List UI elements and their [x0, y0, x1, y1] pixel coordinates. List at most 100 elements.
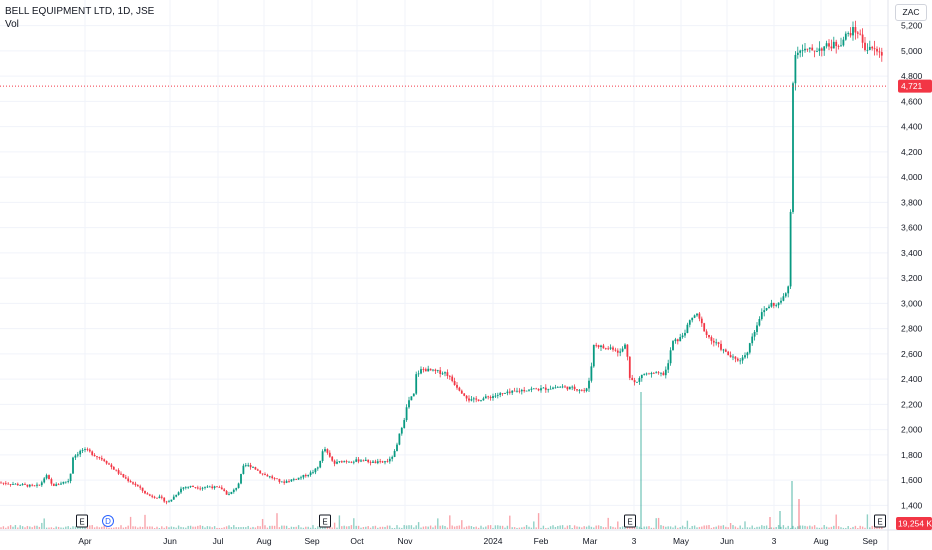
candle-body: [355, 459, 358, 462]
candle-body: [172, 496, 175, 500]
volume-bar: [307, 526, 309, 529]
candle-body: [384, 461, 386, 463]
candle-body: [662, 372, 665, 376]
candle-body: [477, 399, 480, 401]
volume-bar: [300, 527, 302, 529]
candle-body: [276, 478, 278, 480]
candle-body: [787, 286, 790, 294]
candle-body: [45, 475, 48, 479]
candle-body: [134, 483, 137, 486]
volume-bar: [725, 526, 727, 529]
candle-body: [405, 407, 408, 421]
volume-bar: [643, 526, 645, 529]
volume-bar: [127, 525, 129, 529]
volume-bar: [477, 527, 480, 529]
volume-bar: [571, 527, 573, 529]
currency-button[interactable]: ZAC: [895, 4, 927, 21]
symbol-title[interactable]: BELL EQUIPMENT LTD, 1D, JSE: [5, 6, 155, 17]
candle-body: [319, 460, 322, 468]
candle-body: [537, 388, 540, 391]
volume-bar: [823, 525, 825, 529]
volume-bar: [729, 522, 732, 529]
volume-bar: [768, 527, 770, 529]
candle-body: [160, 496, 163, 498]
volume-bar: [569, 525, 571, 529]
candle-body: [26, 484, 29, 487]
time-axis[interactable]: Apr Jun Jul Aug Sep Oct Nov 2024 Feb Mar 3 May Jun 3 A…: [78, 536, 877, 546]
volume-bar: [473, 527, 475, 529]
volume-bar: [211, 527, 213, 529]
volume-bar: [480, 525, 482, 529]
candle-body: [792, 83, 794, 212]
volume-bar: [727, 527, 729, 529]
candle-body: [124, 477, 127, 479]
volume-bar: [461, 520, 463, 529]
candle-body: [14, 483, 17, 485]
volume-bar: [182, 527, 185, 529]
volume-bar: [669, 526, 672, 529]
candle-body: [357, 459, 360, 462]
volume-bar: [293, 526, 295, 529]
candle-body: [729, 355, 732, 358]
candle-body: [182, 487, 185, 489]
time-tick-label: Jun: [720, 536, 734, 546]
volume-bar: [305, 526, 307, 529]
candle-body: [151, 495, 154, 497]
candle-body: [271, 476, 274, 479]
candle-body: [43, 478, 46, 483]
candle-body: [168, 501, 170, 503]
candle-body: [722, 349, 725, 351]
volume-bar: [278, 527, 281, 529]
candle-body: [386, 461, 389, 462]
candle-body: [859, 33, 862, 35]
volume-bar: [621, 526, 624, 529]
candle-body: [420, 369, 422, 374]
volume-bar: [209, 526, 211, 529]
price-tick-label: 3,200: [901, 273, 923, 283]
volume-bar: [773, 527, 775, 529]
candle-body: [156, 497, 158, 499]
candle-body: [333, 460, 336, 464]
volume-bar: [276, 513, 278, 529]
volume-bar: [554, 526, 557, 529]
price-axis[interactable]: 1,400 1,600 1,800 2,000 2,200 2,400 2,600 2,800…: [901, 21, 923, 511]
price-tick-label: 2,600: [901, 349, 923, 359]
volume-bar: [420, 527, 422, 529]
volume-bar: [343, 525, 345, 529]
volume-bar: [192, 526, 194, 529]
volume-bar: [650, 527, 653, 529]
candle-body: [492, 396, 494, 398]
volume-bar: [703, 525, 705, 529]
volume-bar: [516, 527, 518, 529]
candle-body: [16, 483, 19, 486]
candle-body: [852, 27, 854, 36]
candle-body: [369, 462, 372, 463]
volume-bar: [312, 525, 314, 529]
volume-bar: [811, 526, 813, 529]
volume-bar: [38, 526, 41, 529]
volume-badge: [896, 517, 932, 530]
volume-bar: [489, 525, 492, 529]
volume-bar: [197, 525, 199, 529]
price-tick-label: 3,400: [901, 248, 923, 258]
time-tick-label: 2024: [484, 536, 503, 546]
volume-bar: [141, 526, 144, 529]
price-tick-label: 2,000: [901, 425, 923, 435]
candle-body: [780, 300, 782, 303]
volume-indicator-label[interactable]: Vol: [5, 19, 19, 30]
volume-bar: [350, 525, 353, 529]
candle-body: [427, 368, 430, 372]
price-tick-label: 2,800: [901, 324, 923, 334]
volume-bar: [564, 527, 566, 529]
candle-body: [825, 43, 828, 47]
volume-bar: [393, 527, 396, 529]
volume-bar: [614, 527, 617, 529]
volume-bar: [429, 525, 432, 529]
price-tick-label: 1,600: [901, 475, 923, 485]
volume-bar: [857, 527, 859, 529]
volume-bar: [12, 526, 14, 529]
candle-body: [309, 472, 312, 475]
volume-bar: [746, 527, 749, 529]
volume-bar: [396, 525, 398, 529]
